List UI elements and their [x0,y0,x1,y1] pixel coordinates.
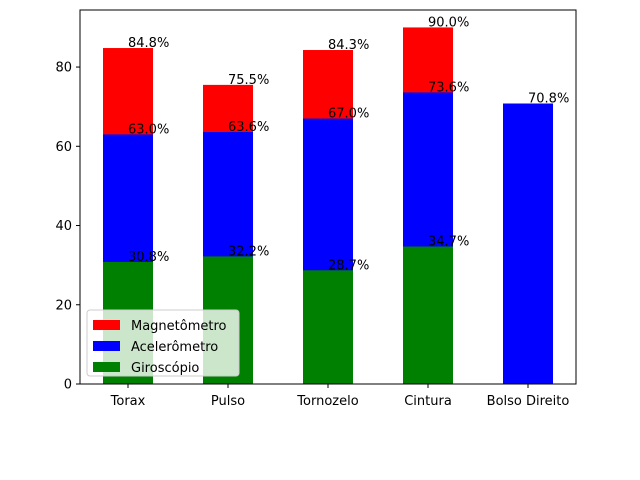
value-label: 32.2% [228,244,269,259]
y-tick-label: 40 [55,219,72,234]
value-label: 30.8% [128,250,169,265]
value-label: 90.0% [428,15,469,30]
bar [303,270,353,384]
value-label: 75.5% [228,73,269,88]
legend-swatch [93,341,120,351]
x-tick-label: Torax [110,394,146,409]
y-tick-label: 80 [55,61,72,76]
bar [403,246,453,384]
legend-box [86,309,240,377]
x-tick-label: Tornozelo [296,394,358,409]
legend-swatch [93,362,120,372]
y-tick-label: 20 [55,298,72,313]
value-label: 70.8% [528,92,569,107]
x-tick-label: Cintura [404,394,452,409]
value-label: 67.0% [328,107,369,122]
value-label: 34.7% [428,235,469,250]
value-label: 63.6% [228,120,269,135]
x-tick-label: Pulso [211,394,245,409]
value-label: 63.0% [128,122,169,137]
legend-label: Magnetômetro [131,319,227,334]
value-label: 84.8% [128,36,169,51]
y-tick-label: 60 [55,140,72,155]
value-label: 73.6% [428,80,469,95]
legend-swatch [93,320,120,330]
x-tick-label: Bolso Direito [487,394,570,409]
bar [503,103,553,384]
value-label: 28.7% [328,258,369,273]
legend-label: Giroscópio [131,361,199,376]
legend-label: Acelerômetro [131,340,218,355]
value-label: 84.3% [328,38,369,53]
y-tick-label: 0 [64,378,72,393]
